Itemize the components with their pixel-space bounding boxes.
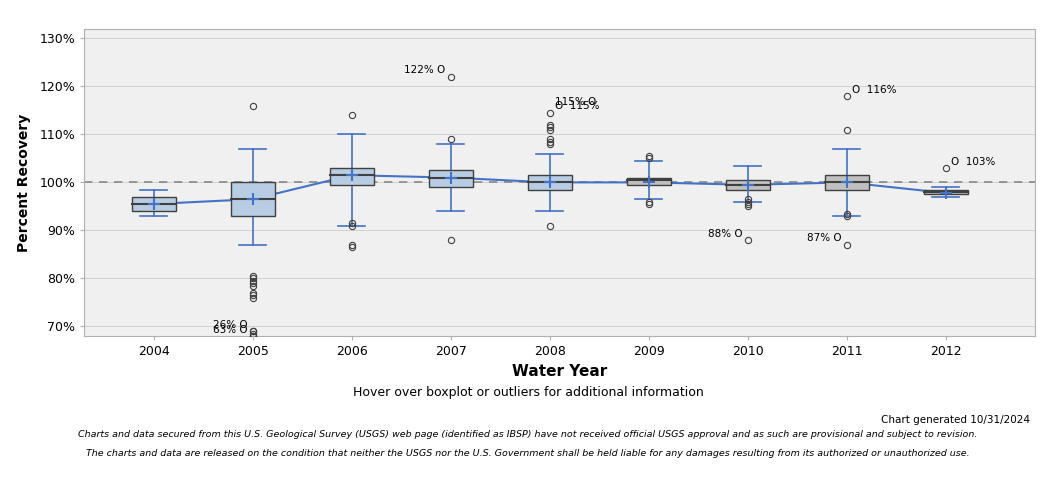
Text: 88% O: 88% O <box>708 228 742 239</box>
Text: 115% O: 115% O <box>555 96 597 107</box>
Y-axis label: Percent Recovery: Percent Recovery <box>17 113 32 252</box>
Text: O  103%: O 103% <box>951 156 996 167</box>
Text: Hover over boxplot or outliers for additional information: Hover over boxplot or outliers for addit… <box>353 386 703 399</box>
Text: O  116%: O 116% <box>852 84 897 95</box>
Text: The charts and data are released on the condition that neither the USGS nor the : The charts and data are released on the … <box>87 449 969 458</box>
Text: 122% O: 122% O <box>404 65 446 75</box>
X-axis label: Water Year: Water Year <box>512 363 607 379</box>
Bar <box>528 175 572 190</box>
Bar <box>230 182 275 216</box>
Bar <box>429 170 473 187</box>
Text: O  115%: O 115% <box>555 101 600 111</box>
Bar <box>329 168 374 185</box>
Text: 63% O: 63% O <box>212 324 247 335</box>
Bar <box>825 175 869 190</box>
Bar <box>132 197 176 211</box>
Text: Chart generated 10/31/2024: Chart generated 10/31/2024 <box>881 415 1030 425</box>
Bar <box>924 190 968 194</box>
Bar <box>626 178 671 185</box>
Text: 26% O: 26% O <box>212 320 247 330</box>
Bar <box>725 180 770 190</box>
Text: 87% O: 87% O <box>807 233 842 243</box>
Text: Charts and data secured from this U.S. Geological Survey (USGS) web page (identi: Charts and data secured from this U.S. G… <box>78 430 978 439</box>
